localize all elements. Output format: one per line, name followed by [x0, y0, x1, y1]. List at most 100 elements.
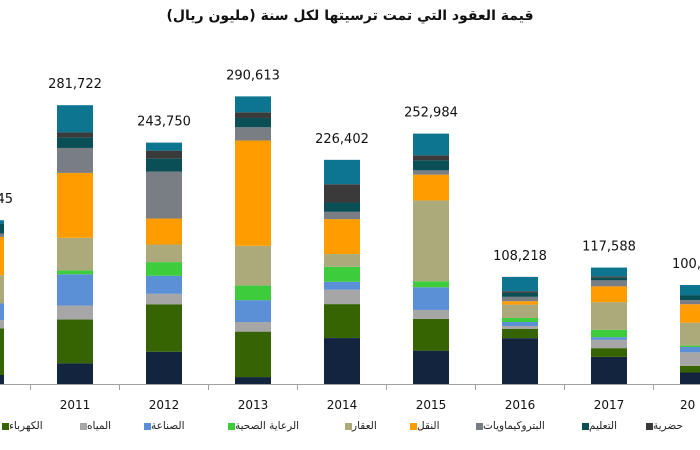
bar-segment-series-10 [235, 96, 271, 113]
legend-swatch [476, 422, 483, 430]
bar-segment-1 [591, 348, 627, 357]
total-data-label: 290,613 [226, 68, 280, 83]
bar-segment-4 [235, 285, 271, 301]
legend-swatch [80, 422, 87, 430]
bar-segment-5 [146, 244, 182, 263]
total-data-label: 108,218 [493, 249, 547, 264]
bar-segment-6 [680, 304, 700, 323]
bar-segment-7 [591, 280, 627, 287]
x-tick-label: 2014 [327, 398, 358, 412]
bar-segment-8 [324, 202, 360, 212]
bar-segment-2 [57, 305, 93, 320]
bar-segment-5 [0, 275, 4, 304]
bar-segment-4 [680, 345, 700, 347]
bar-segment-6 [413, 174, 449, 201]
bar-segment-1 [57, 319, 93, 364]
labels-group: 45 281,722 2011 243,750 2012 290,613 2013 226,4… [0, 68, 700, 412]
legend-label: الصناعة [151, 420, 185, 432]
bar-segment-series-0 [502, 338, 538, 384]
legend-swatch [582, 422, 589, 430]
legend-item: الصناعة [142, 420, 184, 432]
x-tick-label: 2017 [594, 398, 625, 412]
bar-segment-1 [680, 365, 700, 373]
bar-segment-5 [680, 322, 700, 346]
x-tick-label: 20 [680, 398, 695, 412]
bar-segment-7 [413, 170, 449, 175]
bar-segment-5 [324, 254, 360, 267]
legend-swatch [410, 422, 417, 430]
legend-label: المياه [87, 420, 112, 432]
x-tick-label: 2015 [416, 398, 447, 412]
legend-item: التعليم [580, 420, 617, 432]
bar-segment-1 [324, 304, 360, 339]
bar-segment-4 [413, 281, 449, 288]
bar-segment-8 [413, 160, 449, 171]
bar-segment-6 [146, 218, 182, 245]
total-data-label: 100, [672, 257, 700, 272]
total-data-label: 252,984 [404, 106, 458, 121]
legend-label: حضرية [653, 420, 683, 432]
legend-item: الكهرباء [0, 420, 43, 432]
legend-swatch [646, 422, 653, 430]
bar-segment-series-10 [146, 142, 182, 151]
bar-segment-2 [413, 309, 449, 319]
total-data-label: 243,750 [137, 115, 191, 130]
bar-segment-3 [235, 300, 271, 323]
bar-segment-5 [591, 302, 627, 330]
bar-segment-3 [502, 322, 538, 327]
bar-segment-9 [235, 112, 271, 118]
legend-item: البتروكيماويات [474, 420, 545, 432]
bar-segment-6 [502, 301, 538, 305]
bar-segment-5 [502, 304, 538, 318]
legend-label: الرعاية الصحية [235, 420, 300, 432]
bar-segment-5 [235, 245, 271, 286]
bar-segment-8 [235, 117, 271, 128]
bar-segment-series-10 [680, 284, 700, 296]
bar-segment-7 [502, 296, 538, 302]
legend-label: النقل [417, 420, 440, 432]
bar-segment-9 [591, 276, 627, 278]
bar-segment-series-10 [591, 267, 627, 277]
x-tick-label: 2013 [238, 398, 269, 412]
legend-label: الكهرباء [9, 420, 43, 432]
bar-segment-1 [0, 328, 4, 375]
total-data-label: 117,588 [582, 240, 636, 255]
bar-segment-4 [502, 317, 538, 323]
bar-segment-7 [146, 171, 182, 219]
bar-segment-3 [413, 287, 449, 310]
bar-segment-5 [413, 200, 449, 282]
x-tick-label: 2016 [505, 398, 536, 412]
bar-segment-6 [0, 236, 4, 276]
bar-segment-series-0 [413, 350, 449, 384]
bar-segment-9 [324, 184, 360, 203]
bar-segment-series-0 [680, 372, 700, 384]
bar-segment-8 [57, 137, 93, 148]
bar-segment-8 [146, 158, 182, 172]
bar-segment-3 [591, 337, 627, 340]
bar-segment-3 [57, 274, 93, 306]
total-data-label: 226,402 [315, 132, 369, 147]
bar-segment-4 [57, 270, 93, 275]
bar-segment-3 [324, 281, 360, 290]
bar-segment-2 [146, 293, 182, 305]
bar-segment-3 [146, 275, 182, 294]
legend-item: المياه [78, 420, 111, 432]
bar-segment-1 [235, 331, 271, 378]
legend-swatch [144, 422, 151, 430]
bar-segment-1 [146, 304, 182, 352]
legend-item: العقار [343, 420, 377, 432]
legend-item: النقل [408, 420, 440, 432]
bar-segment-2 [591, 339, 627, 349]
legend-swatch [2, 422, 9, 430]
bar-segment-8 [0, 223, 4, 234]
legend-label: البتروكيماويات [483, 420, 545, 432]
bar-segment-4 [324, 266, 360, 282]
bar-segment-8 [680, 295, 700, 301]
bar-segment-8 [591, 277, 627, 281]
bar-segment-4 [591, 329, 627, 338]
bar-segment-6 [591, 286, 627, 303]
bar-segment-2 [680, 352, 700, 366]
bar-segment-2 [324, 289, 360, 305]
bar-segment-7 [235, 127, 271, 141]
bars-group [0, 96, 700, 384]
